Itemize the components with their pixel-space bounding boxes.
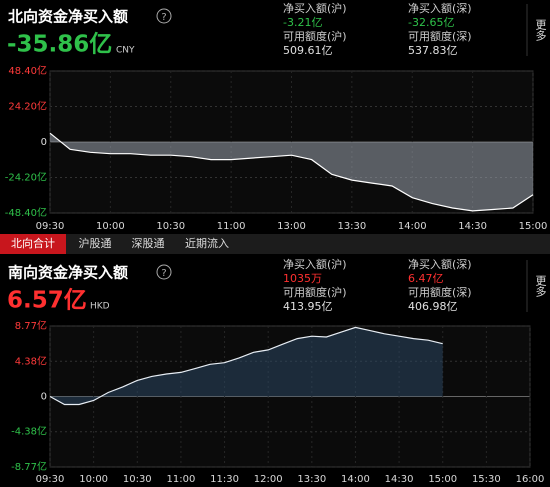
stat-label: 可用额度(沪) — [283, 285, 347, 299]
stat-label: 净买入额(深) — [408, 257, 472, 271]
y-tick-label: 8.77亿 — [15, 319, 47, 332]
tab-bar — [0, 234, 550, 254]
x-tick-label: 14:30 — [385, 474, 414, 485]
area — [50, 133, 533, 211]
stat-value: 509.61亿 — [283, 44, 333, 57]
total-value: -35.86亿 — [7, 32, 112, 58]
tab[interactable]: 深股通 — [132, 237, 165, 250]
stat-value: 6.47亿 — [408, 272, 444, 285]
area — [50, 327, 443, 405]
stat-label: 可用额度(深) — [408, 29, 472, 43]
y-tick-label: -4.38亿 — [11, 425, 47, 438]
more-button[interactable]: 更多 — [534, 275, 547, 298]
y-tick-label: 48.40亿 — [8, 64, 47, 77]
line — [49, 132, 534, 212]
x-tick-label: 09:30 — [36, 221, 65, 232]
x-tick-label: 10:30 — [123, 474, 152, 485]
y-tick-label: 0 — [41, 392, 47, 403]
stat-value: 413.95亿 — [283, 300, 333, 313]
x-tick-label: 10:00 — [79, 474, 108, 485]
y-tick-label: 4.38亿 — [15, 354, 47, 367]
x-tick-label: 14:00 — [398, 221, 427, 232]
y-tick-label: -24.20亿 — [5, 171, 47, 184]
x-tick-label: 11:00 — [166, 474, 195, 485]
stat-value: 537.83亿 — [408, 44, 458, 57]
x-tick-label: 14:30 — [458, 221, 487, 232]
more-button[interactable]: 更多 — [534, 19, 547, 42]
y-tick-label: 0 — [41, 137, 47, 148]
y-tick-label: -8.77亿 — [11, 460, 47, 473]
stat-label: 可用额度(深) — [408, 285, 472, 299]
x-tick-label: 15:00 — [428, 474, 457, 485]
help-icon-text: ? — [161, 12, 166, 23]
x-tick-label: 10:00 — [96, 221, 125, 232]
panel-title: 北向资金净买入额 — [8, 8, 128, 26]
currency: HKD — [90, 302, 110, 312]
x-tick-label: 15:30 — [472, 474, 501, 485]
tab-active — [0, 234, 66, 254]
stat-value: 406.98亿 — [408, 300, 458, 313]
help-icon[interactable] — [156, 264, 172, 280]
x-tick-label: 13:30 — [337, 221, 366, 232]
stat-label: 净买入额(沪) — [283, 1, 347, 15]
x-tick-label: 11:30 — [210, 474, 239, 485]
x-tick-label: 13:30 — [297, 474, 326, 485]
stat-label: 净买入额(沪) — [283, 257, 347, 271]
stat-value: -3.21亿 — [283, 16, 322, 29]
y-tick-label: -48.40亿 — [5, 206, 47, 219]
stat-label: 可用额度(沪) — [283, 29, 347, 43]
x-tick-label: 14:00 — [341, 474, 370, 485]
x-tick-label: 15:00 — [519, 221, 548, 232]
x-tick-label: 11:00 — [217, 221, 246, 232]
x-tick-label: 13:00 — [277, 221, 306, 232]
tab[interactable]: 北向合计 — [11, 236, 55, 250]
panel-title: 南向资金净买入额 — [8, 264, 128, 282]
help-icon[interactable] — [156, 8, 172, 24]
help-icon-text: ? — [161, 268, 166, 279]
x-tick-label: 16:00 — [516, 474, 545, 485]
stat-value: -32.65亿 — [408, 16, 454, 29]
y-tick-label: 24.20亿 — [8, 100, 47, 113]
currency: CNY — [116, 46, 135, 56]
tab[interactable]: 近期流入 — [185, 236, 229, 250]
line — [49, 326, 443, 406]
tab[interactable]: 沪股通 — [79, 236, 112, 250]
stat-label: 净买入额(深) — [408, 1, 472, 15]
total-value: 6.57亿 — [7, 288, 87, 314]
x-tick-label: 10:30 — [156, 221, 185, 232]
x-tick-label: 09:30 — [36, 474, 65, 485]
stat-value: 1035万 — [283, 272, 322, 285]
x-tick-label: 12:00 — [254, 474, 283, 485]
